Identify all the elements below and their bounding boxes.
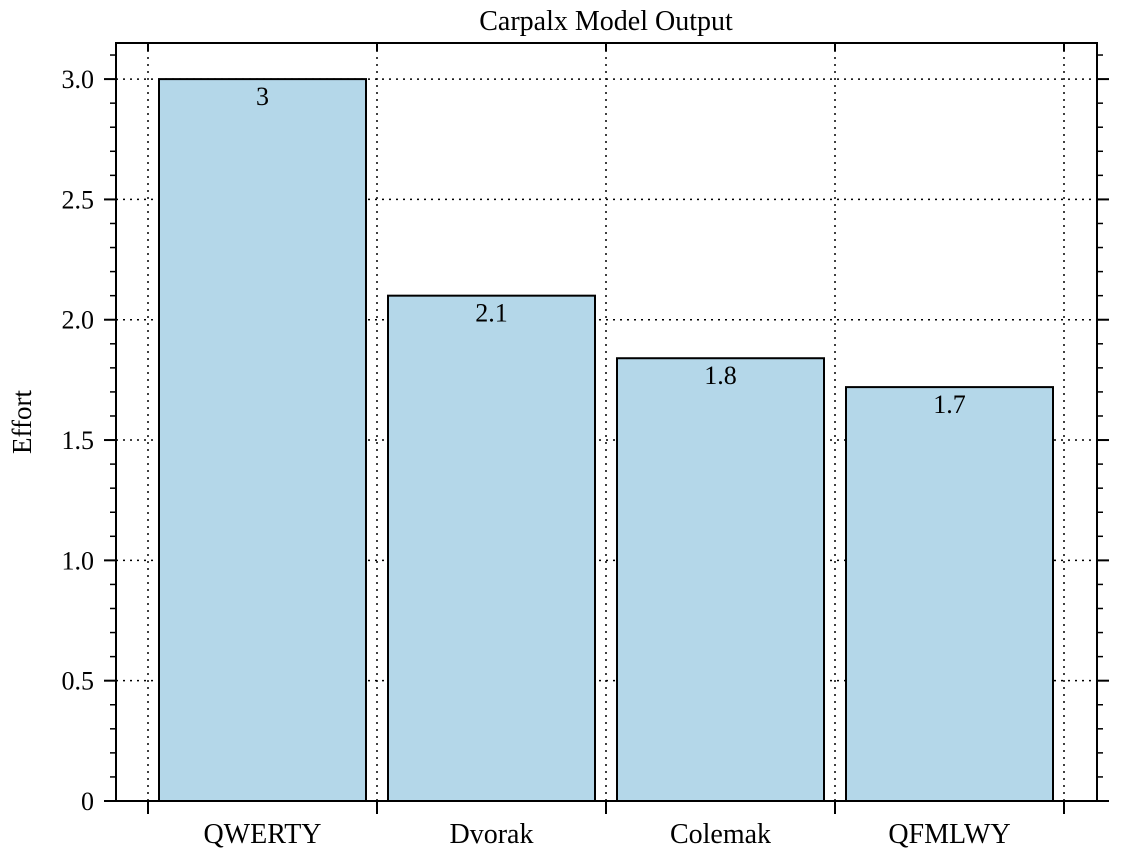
x-tick-label: QFMLWY — [888, 819, 1010, 850]
y-tick-label: 0.5 — [62, 667, 95, 696]
x-tick-label: QWERTY — [203, 819, 321, 850]
x-tick-label: Dvorak — [450, 819, 534, 850]
y-tick-label: 1.0 — [62, 546, 95, 575]
bar-dvorak — [387, 294, 596, 802]
y-tick-label: 3.0 — [62, 65, 95, 94]
data-label: 2.1 — [475, 299, 508, 328]
x-tick-label: Colemak — [670, 819, 771, 850]
bar-qfmlwy — [845, 386, 1054, 802]
bar-colemak — [616, 357, 825, 802]
y-tick-label: 2.5 — [62, 185, 95, 214]
data-label: 1.7 — [933, 390, 966, 419]
bar-qwerty — [158, 78, 367, 803]
bars-layer — [158, 78, 1054, 803]
y-axis-label: Effort — [7, 390, 37, 454]
ticks-layer — [104, 43, 1109, 814]
grid-layer — [116, 43, 1097, 801]
y-tick-label: 2.0 — [62, 306, 95, 335]
data-label: 1.8 — [704, 361, 737, 390]
y-tick-label: 0 — [81, 787, 94, 816]
labels-layer: 3 QWERTY 2.1 Dvorak 1.8 Colemak 1.7 QFMLWY 0 0.5 1… — [62, 65, 1011, 850]
chart-title: Carpalx Model Output — [479, 6, 733, 37]
data-label: 3 — [256, 82, 269, 111]
y-tick-label: 1.5 — [62, 426, 95, 455]
